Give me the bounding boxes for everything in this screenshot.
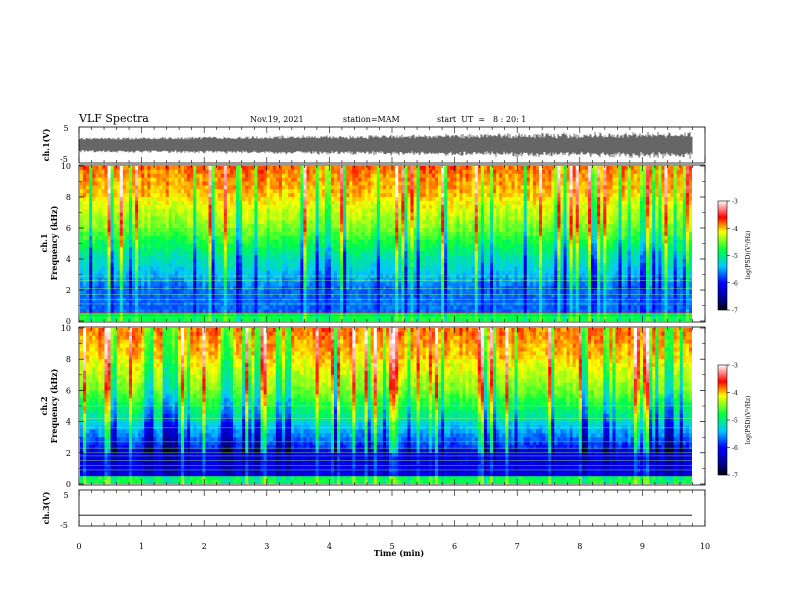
start-ut-label: start UT = xyxy=(437,115,485,124)
ch3-ytick-top: 5 xyxy=(63,491,68,500)
ch2-frequency-ticks: 0 2 4 6 8 10 xyxy=(61,324,705,489)
ch2-spectrogram-ylabel: Frequency (kHz) xyxy=(49,368,59,443)
frequency-tick-label: 2 xyxy=(66,449,71,458)
time-tick-label: 1 xyxy=(139,542,144,551)
frequency-tick-label: 8 xyxy=(66,355,71,364)
ch2-colorbar-ticks: -3 -4 -5 -6 -7 xyxy=(727,363,738,480)
time-tick-label: 8 xyxy=(577,542,582,551)
time-tick-label: 4 xyxy=(327,542,332,551)
figure-station: station=MAM xyxy=(343,115,400,124)
figure-date: Nov.19, 2021 xyxy=(250,115,304,124)
time-axis-label: Time (min) xyxy=(374,548,424,558)
time-tick-label: 9 xyxy=(640,542,645,551)
ch1-frequency-ticks: 0 2 4 6 8 10 xyxy=(61,162,705,326)
ch1-spectrogram-heatmap xyxy=(80,166,692,321)
time-tick-label: 6 xyxy=(452,542,457,551)
frequency-tick-label: 4 xyxy=(66,418,71,427)
ch1-spectrogram-ylabel: Frequency (kHz) xyxy=(49,205,59,280)
colorbar-tick-label: -5 xyxy=(732,253,738,260)
ch1-ytick-bottom: -5 xyxy=(60,155,68,164)
ch1-spectrogram-channel-label: ch.1 xyxy=(39,233,49,252)
frequency-tick-label: 8 xyxy=(66,193,71,202)
colorbar-tick-label: -7 xyxy=(732,308,738,315)
frequency-tick-label: 2 xyxy=(66,286,71,295)
ch1-colorbar xyxy=(717,200,728,311)
start-ut-value: 8 : 20: 1 xyxy=(493,115,526,124)
frequency-tick-label: 0 xyxy=(66,317,71,326)
ch2-colorbar xyxy=(717,364,728,476)
figure-title: VLF Spectra xyxy=(78,112,149,125)
colorbar-tick-label: -4 xyxy=(732,390,738,397)
time-axis-tick-labels: 0 1 2 3 4 5 6 7 8 9 10 xyxy=(76,542,710,551)
frequency-tick-label: 10 xyxy=(61,162,71,171)
time-tick-label: 10 xyxy=(700,542,710,551)
colorbar-tick-label: -6 xyxy=(732,445,738,452)
frequency-tick-label: 10 xyxy=(61,324,71,333)
time-tick-label: 2 xyxy=(202,542,207,551)
time-tick-label: 7 xyxy=(515,542,520,551)
ch2-colorbar-label: log(PSD)(V²/Hz) xyxy=(745,396,752,445)
ch2-spectrogram-heatmap xyxy=(80,328,692,484)
ch2-spectrogram-channel-label: ch.2 xyxy=(39,396,49,415)
colorbar-tick-label: -3 xyxy=(732,199,738,206)
time-tick-label: 3 xyxy=(264,542,269,551)
ch1-ytick-top: 5 xyxy=(63,124,68,133)
frequency-tick-label: 6 xyxy=(66,386,71,395)
frequency-tick-label: 4 xyxy=(66,255,71,264)
ch1-colorbar-ticks: -3 -4 -5 -6 -7 xyxy=(727,199,738,315)
frequency-tick-label: 0 xyxy=(66,480,71,489)
ch1-waveform-trace xyxy=(78,131,693,159)
ch1-colorbar-label: log(PSD)(V²/Hz) xyxy=(745,231,752,280)
colorbar-tick-label: -5 xyxy=(732,418,738,425)
ch1-waveform-panel: 5 -5 ch.1(V) xyxy=(41,124,706,164)
frequency-tick-label: 6 xyxy=(66,224,71,233)
ch3-waveform-ylabel: ch.3(V) xyxy=(41,491,51,524)
time-tick-label: 0 xyxy=(76,542,81,551)
ch3-waveform-panel: 5 -5 ch.3(V) xyxy=(41,489,706,530)
time-axis-ticks xyxy=(78,127,706,526)
colorbar-tick-label: -7 xyxy=(732,473,738,480)
colorbar-tick-label: -4 xyxy=(732,226,738,233)
time-tick-label: 5 xyxy=(389,542,394,551)
colorbar-tick-label: -3 xyxy=(732,363,738,370)
ch1-waveform-ylabel: ch.1(V) xyxy=(41,128,51,161)
ch3-ytick-bottom: -5 xyxy=(60,521,68,530)
colorbar-tick-label: -6 xyxy=(732,280,738,287)
